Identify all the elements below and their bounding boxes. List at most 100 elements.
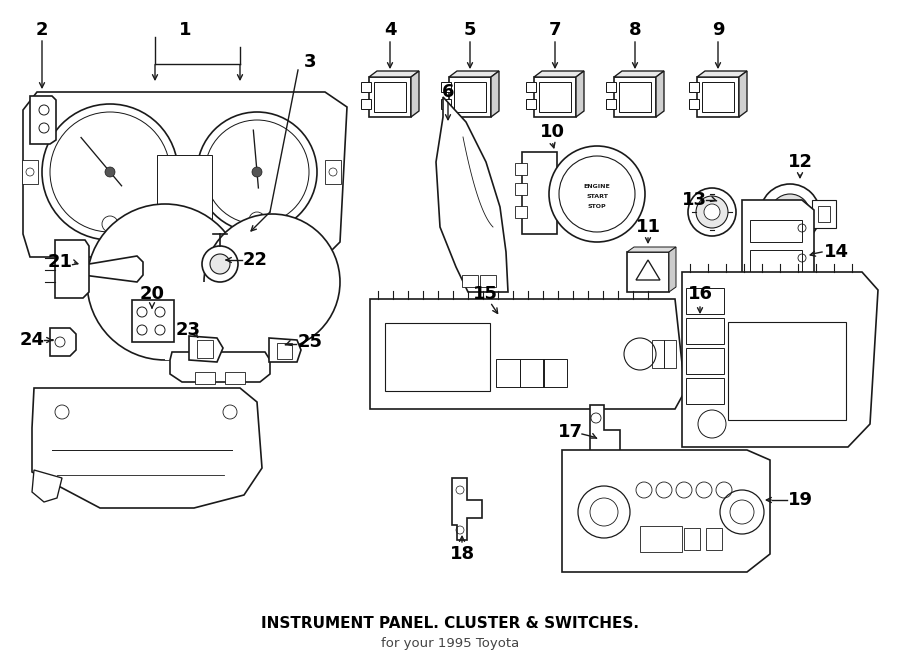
Bar [640,526,682,552]
Polygon shape [742,200,814,344]
Bar [689,82,699,92]
Text: 11: 11 [635,218,661,236]
Text: for your 1995 Toyota: for your 1995 Toyota [381,638,519,651]
Bar [441,99,451,109]
Polygon shape [627,247,676,252]
Bar [325,160,341,184]
Text: 8: 8 [629,21,642,39]
Text: 5: 5 [464,21,476,39]
Polygon shape [449,71,499,77]
Polygon shape [170,352,270,382]
Bar [539,82,571,112]
Bar [750,250,802,272]
Circle shape [50,112,170,232]
Circle shape [39,123,49,133]
Circle shape [39,105,49,115]
Circle shape [105,167,115,177]
Text: 16: 16 [688,285,713,303]
Text: 14: 14 [824,243,849,261]
Circle shape [42,104,178,240]
Text: 7: 7 [549,21,562,39]
Text: 1: 1 [179,21,192,39]
Text: 15: 15 [472,285,498,303]
Text: 23: 23 [176,321,201,339]
Bar [614,77,656,117]
Bar [165,282,272,360]
Bar [706,528,722,550]
Polygon shape [739,71,747,117]
Bar [750,314,802,332]
Bar [208,250,232,264]
Bar [750,280,802,302]
Bar [606,99,616,109]
Polygon shape [590,405,620,492]
Text: 6: 6 [442,83,454,101]
Circle shape [202,246,238,282]
Polygon shape [562,450,770,572]
Polygon shape [534,71,584,77]
Bar [361,99,371,109]
Bar [385,323,490,391]
Text: 9: 9 [712,21,724,39]
Text: 17: 17 [557,423,582,441]
Bar [543,359,567,387]
Bar [526,99,536,109]
Bar [684,528,700,550]
Text: ENGINE: ENGINE [583,183,610,189]
Text: INSTRUMENT PANEL. CLUSTER & SWITCHES.: INSTRUMENT PANEL. CLUSTER & SWITCHES. [261,616,639,632]
Circle shape [329,168,337,176]
Text: 12: 12 [788,153,813,171]
Bar [689,99,699,109]
Circle shape [549,146,645,242]
Text: 19: 19 [788,491,813,509]
Bar [515,183,527,195]
Bar [449,77,491,117]
Polygon shape [370,299,685,409]
Circle shape [760,184,820,244]
Bar [812,200,836,228]
Bar [686,318,724,344]
Polygon shape [697,71,747,77]
Bar [361,82,371,92]
Bar [697,77,739,117]
Bar [369,77,411,117]
Circle shape [87,204,243,360]
Polygon shape [369,71,419,77]
Bar [702,82,734,112]
Polygon shape [32,470,62,502]
Bar [728,322,846,420]
Circle shape [204,214,340,350]
Polygon shape [576,71,584,117]
Bar [480,275,496,287]
Text: 4: 4 [383,21,396,39]
Polygon shape [50,328,76,356]
Text: 2: 2 [36,21,49,39]
Polygon shape [30,96,56,144]
Text: 22: 22 [242,251,267,269]
Polygon shape [452,478,482,540]
Bar [277,343,292,359]
Polygon shape [55,240,89,298]
Bar [441,82,451,92]
Text: 3: 3 [304,53,316,71]
Text: STOP: STOP [588,203,607,209]
Bar [520,359,544,387]
Polygon shape [614,71,664,77]
Bar [515,206,527,218]
Text: 24: 24 [20,331,44,349]
Circle shape [249,212,265,228]
Bar [686,288,724,314]
Polygon shape [436,97,508,292]
Circle shape [102,216,118,232]
Polygon shape [189,336,223,362]
Bar [225,372,245,384]
Text: START: START [586,193,608,199]
Circle shape [696,196,728,228]
Circle shape [210,254,230,274]
Bar [750,310,802,332]
Circle shape [252,167,262,177]
Circle shape [559,156,635,232]
Polygon shape [411,71,419,117]
Bar [606,82,616,92]
Text: 13: 13 [681,191,706,209]
